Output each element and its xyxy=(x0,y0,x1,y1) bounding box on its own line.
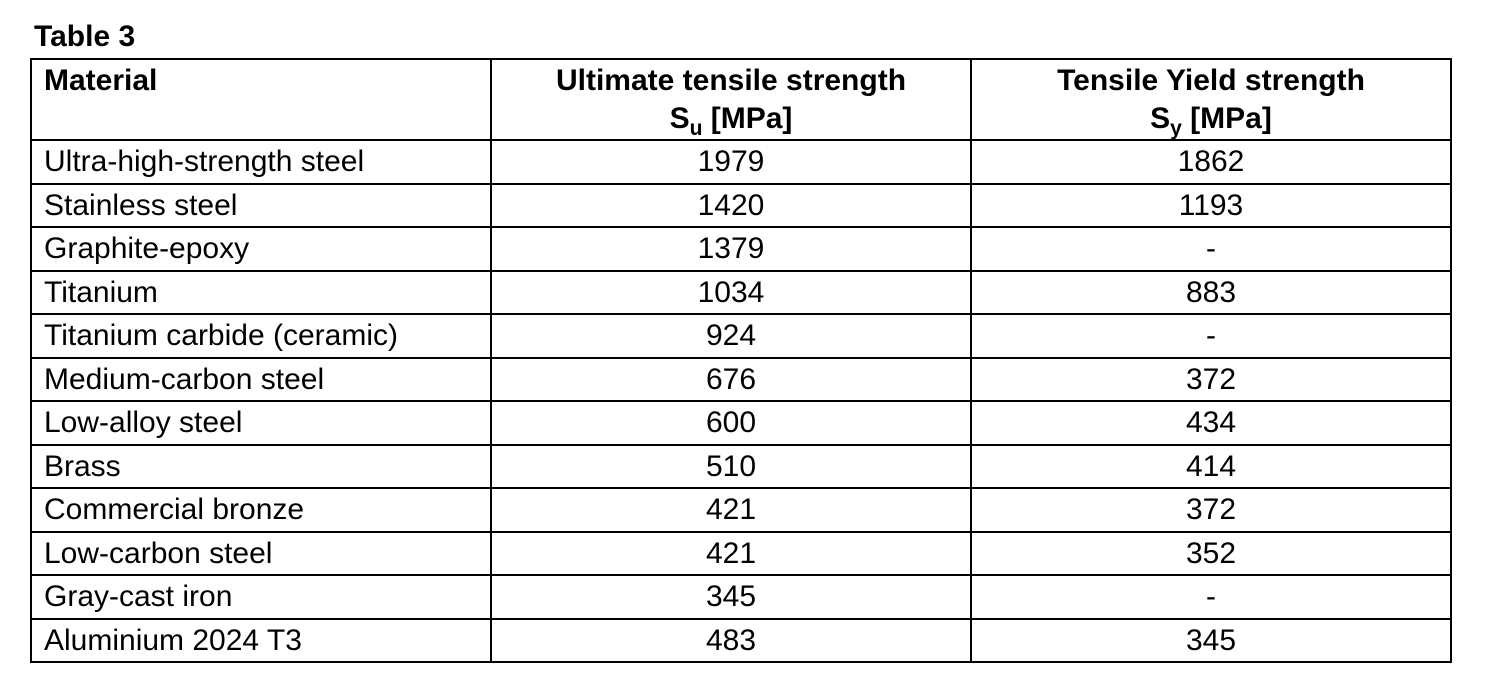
col-header-sy-line1: Tensile Yield strength xyxy=(1057,64,1365,97)
cell-su: 483 xyxy=(491,619,971,663)
cell-material: Titanium xyxy=(31,271,491,315)
cell-su: 600 xyxy=(491,401,971,445)
table-row: Titanium carbide (ceramic)924- xyxy=(31,314,1451,358)
cell-su: 1420 xyxy=(491,184,971,228)
cell-material: Ultra-high-strength steel xyxy=(31,140,491,184)
cell-su: 1979 xyxy=(491,140,971,184)
cell-su: 421 xyxy=(491,532,971,576)
cell-material: Low-carbon steel xyxy=(31,532,491,576)
table-row: Commercial bronze421372 xyxy=(31,488,1451,532)
cell-material: Titanium carbide (ceramic) xyxy=(31,314,491,358)
table-row: Gray-cast iron345- xyxy=(31,575,1451,619)
table-header-row: Material Ultimate tensile strength Su [M… xyxy=(31,59,1451,140)
col-header-sy-sub: y xyxy=(1170,117,1182,140)
cell-su: 510 xyxy=(491,445,971,489)
col-header-sy: Tensile Yield strength Sy [MPa] xyxy=(971,59,1451,140)
cell-su: 676 xyxy=(491,358,971,402)
cell-sy: 352 xyxy=(971,532,1451,576)
table-row: Ultra-high-strength steel19791862 xyxy=(31,140,1451,184)
table-body: Ultra-high-strength steel19791862Stainle… xyxy=(31,140,1451,662)
table-caption: Table 3 xyxy=(34,20,1464,54)
col-header-su-line1: Ultimate tensile strength xyxy=(556,64,906,97)
table-row: Low-alloy steel600434 xyxy=(31,401,1451,445)
table-row: Titanium1034883 xyxy=(31,271,1451,315)
cell-sy: 1193 xyxy=(971,184,1451,228)
cell-sy: 434 xyxy=(971,401,1451,445)
table-row: Medium-carbon steel676372 xyxy=(31,358,1451,402)
col-header-su-unit: [MPa] xyxy=(702,102,792,135)
table-row: Brass510414 xyxy=(31,445,1451,489)
cell-sy: 1862 xyxy=(971,140,1451,184)
col-header-material: Material xyxy=(31,59,491,140)
cell-material: Commercial bronze xyxy=(31,488,491,532)
table-row: Graphite-epoxy1379- xyxy=(31,227,1451,271)
cell-material: Gray-cast iron xyxy=(31,575,491,619)
cell-material: Stainless steel xyxy=(31,184,491,228)
cell-sy: - xyxy=(971,314,1451,358)
cell-sy: 345 xyxy=(971,619,1451,663)
cell-material: Brass xyxy=(31,445,491,489)
cell-su: 1034 xyxy=(491,271,971,315)
cell-su: 421 xyxy=(491,488,971,532)
cell-material: Low-alloy steel xyxy=(31,401,491,445)
col-header-su: Ultimate tensile strength Su [MPa] xyxy=(491,59,971,140)
cell-su: 924 xyxy=(491,314,971,358)
table-row: Aluminium 2024 T3483345 xyxy=(31,619,1451,663)
cell-su: 345 xyxy=(491,575,971,619)
col-header-sy-unit: [MPa] xyxy=(1182,102,1272,135)
cell-sy: 883 xyxy=(971,271,1451,315)
table-row: Low-carbon steel421352 xyxy=(31,532,1451,576)
cell-sy: 372 xyxy=(971,358,1451,402)
col-header-su-sub: u xyxy=(690,117,703,140)
materials-table: Material Ultimate tensile strength Su [M… xyxy=(30,58,1452,663)
cell-sy: 414 xyxy=(971,445,1451,489)
cell-material: Graphite-epoxy xyxy=(31,227,491,271)
col-header-su-symbol: S xyxy=(670,102,690,135)
cell-sy: 372 xyxy=(971,488,1451,532)
table-row: Stainless steel14201193 xyxy=(31,184,1451,228)
col-header-sy-symbol: S xyxy=(1150,102,1170,135)
cell-sy: - xyxy=(971,575,1451,619)
cell-su: 1379 xyxy=(491,227,971,271)
cell-sy: - xyxy=(971,227,1451,271)
cell-material: Medium-carbon steel xyxy=(31,358,491,402)
cell-material: Aluminium 2024 T3 xyxy=(31,619,491,663)
